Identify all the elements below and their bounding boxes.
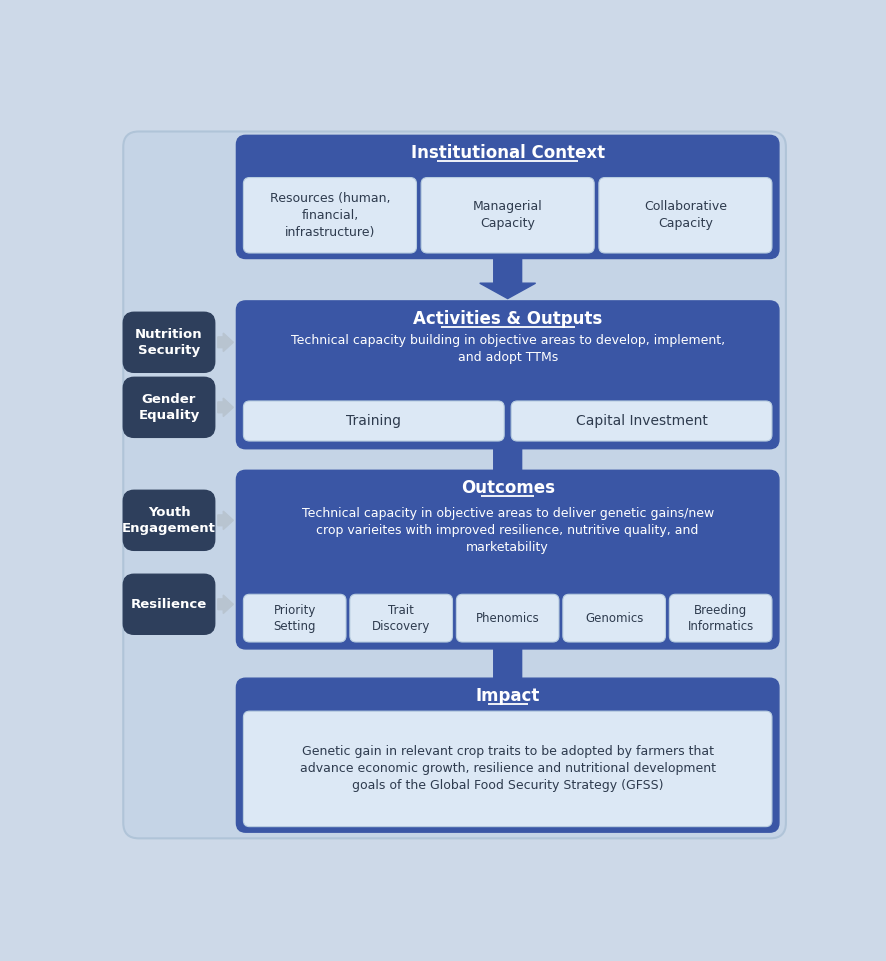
FancyBboxPatch shape bbox=[598, 178, 771, 253]
Text: Activities & Outputs: Activities & Outputs bbox=[413, 309, 602, 328]
Text: Genetic gain in relevant crop traits to be adopted by farmers that
advance econo: Genetic gain in relevant crop traits to … bbox=[299, 746, 715, 793]
FancyBboxPatch shape bbox=[510, 401, 771, 441]
FancyBboxPatch shape bbox=[563, 594, 664, 642]
Text: Technical capacity building in objective areas to develop, implement,
and adopt : Technical capacity building in objective… bbox=[291, 333, 724, 363]
FancyBboxPatch shape bbox=[456, 594, 558, 642]
FancyArrow shape bbox=[479, 649, 535, 699]
Text: Outcomes: Outcomes bbox=[460, 479, 554, 497]
FancyBboxPatch shape bbox=[123, 132, 785, 838]
FancyBboxPatch shape bbox=[669, 594, 771, 642]
FancyBboxPatch shape bbox=[123, 378, 214, 437]
FancyBboxPatch shape bbox=[243, 401, 503, 441]
FancyBboxPatch shape bbox=[123, 312, 214, 372]
FancyArrow shape bbox=[479, 259, 535, 299]
Text: Gender
Equality: Gender Equality bbox=[138, 393, 199, 422]
FancyArrow shape bbox=[218, 333, 233, 352]
Text: Impact: Impact bbox=[475, 687, 540, 705]
Text: Resources (human,
financial,
infrastructure): Resources (human, financial, infrastruct… bbox=[269, 192, 390, 238]
Text: Nutrition
Security: Nutrition Security bbox=[135, 328, 203, 357]
FancyArrow shape bbox=[218, 595, 233, 613]
FancyArrow shape bbox=[479, 449, 535, 489]
FancyBboxPatch shape bbox=[349, 594, 452, 642]
FancyBboxPatch shape bbox=[421, 178, 594, 253]
FancyBboxPatch shape bbox=[123, 575, 214, 634]
Text: Training: Training bbox=[346, 414, 400, 428]
Text: Technical capacity in objective areas to deliver genetic gains/new
crop varieite: Technical capacity in objective areas to… bbox=[301, 506, 713, 554]
FancyBboxPatch shape bbox=[237, 301, 778, 449]
FancyBboxPatch shape bbox=[237, 678, 778, 832]
FancyArrow shape bbox=[218, 511, 233, 530]
Text: Breeding
Informatics: Breeding Informatics bbox=[687, 604, 753, 632]
FancyBboxPatch shape bbox=[237, 136, 778, 259]
Text: Phenomics: Phenomics bbox=[475, 611, 539, 625]
Text: Institutional Context: Institutional Context bbox=[410, 144, 604, 162]
Text: Managerial
Capacity: Managerial Capacity bbox=[472, 200, 542, 231]
FancyBboxPatch shape bbox=[243, 594, 346, 642]
Text: Resilience: Resilience bbox=[131, 598, 207, 611]
Text: Youth
Engagement: Youth Engagement bbox=[122, 505, 215, 535]
FancyBboxPatch shape bbox=[123, 490, 214, 551]
Text: Priority
Setting: Priority Setting bbox=[273, 604, 315, 632]
FancyArrow shape bbox=[218, 398, 233, 416]
Text: Genomics: Genomics bbox=[584, 611, 642, 625]
Text: Capital Investment: Capital Investment bbox=[575, 414, 707, 428]
Text: Trait
Discovery: Trait Discovery bbox=[371, 604, 430, 632]
FancyBboxPatch shape bbox=[243, 178, 416, 253]
FancyBboxPatch shape bbox=[237, 470, 778, 649]
FancyBboxPatch shape bbox=[243, 711, 771, 826]
Text: Collaborative
Capacity: Collaborative Capacity bbox=[643, 200, 727, 231]
